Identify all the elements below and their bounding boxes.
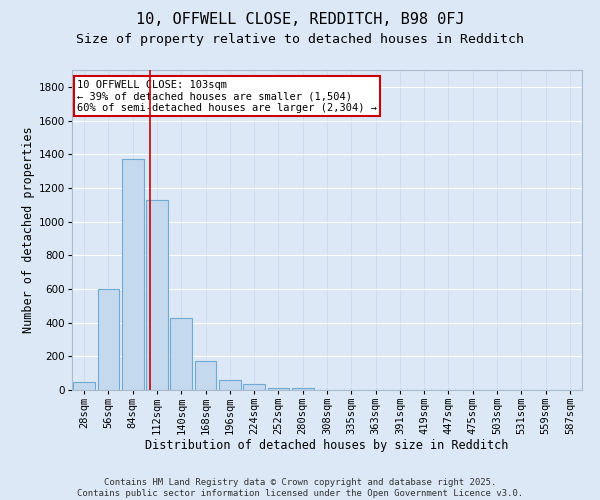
Bar <box>194 362 217 390</box>
Bar <box>73 382 95 390</box>
Bar <box>219 380 241 390</box>
Text: Size of property relative to detached houses in Redditch: Size of property relative to detached ho… <box>76 32 524 46</box>
Text: Contains HM Land Registry data © Crown copyright and database right 2025.
Contai: Contains HM Land Registry data © Crown c… <box>77 478 523 498</box>
Bar <box>170 318 192 390</box>
Y-axis label: Number of detached properties: Number of detached properties <box>22 126 35 334</box>
Bar <box>122 160 143 390</box>
Bar <box>97 289 119 390</box>
Bar <box>292 388 314 390</box>
Text: 10, OFFWELL CLOSE, REDDITCH, B98 0FJ: 10, OFFWELL CLOSE, REDDITCH, B98 0FJ <box>136 12 464 28</box>
Bar <box>268 388 289 390</box>
Bar <box>146 200 168 390</box>
Bar <box>243 384 265 390</box>
X-axis label: Distribution of detached houses by size in Redditch: Distribution of detached houses by size … <box>145 438 509 452</box>
Text: 10 OFFWELL CLOSE: 103sqm
← 39% of detached houses are smaller (1,504)
60% of sem: 10 OFFWELL CLOSE: 103sqm ← 39% of detach… <box>77 80 377 113</box>
